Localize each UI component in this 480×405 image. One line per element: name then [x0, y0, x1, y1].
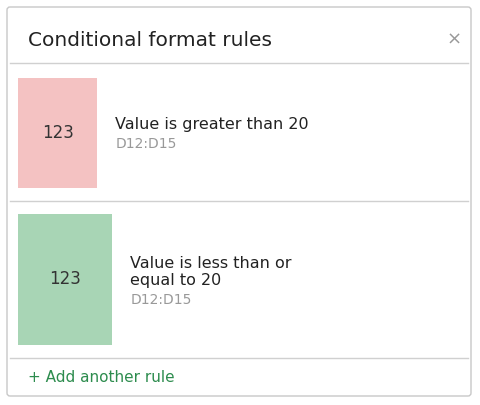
- Bar: [18, 214, 112, 345]
- Text: 123: 123: [42, 124, 73, 142]
- Text: 123: 123: [49, 271, 81, 288]
- Text: equal to 20: equal to 20: [130, 273, 222, 288]
- Text: D12:D15: D12:D15: [130, 292, 192, 307]
- Text: ×: ×: [446, 31, 462, 49]
- Text: D12:D15: D12:D15: [115, 137, 177, 151]
- Text: Value is less than or: Value is less than or: [130, 256, 292, 271]
- Text: + Add another rule: + Add another rule: [28, 371, 175, 386]
- Bar: [18, 78, 97, 188]
- FancyBboxPatch shape: [7, 7, 471, 396]
- Text: Value is greater than 20: Value is greater than 20: [115, 117, 309, 132]
- Text: Conditional format rules: Conditional format rules: [28, 30, 272, 49]
